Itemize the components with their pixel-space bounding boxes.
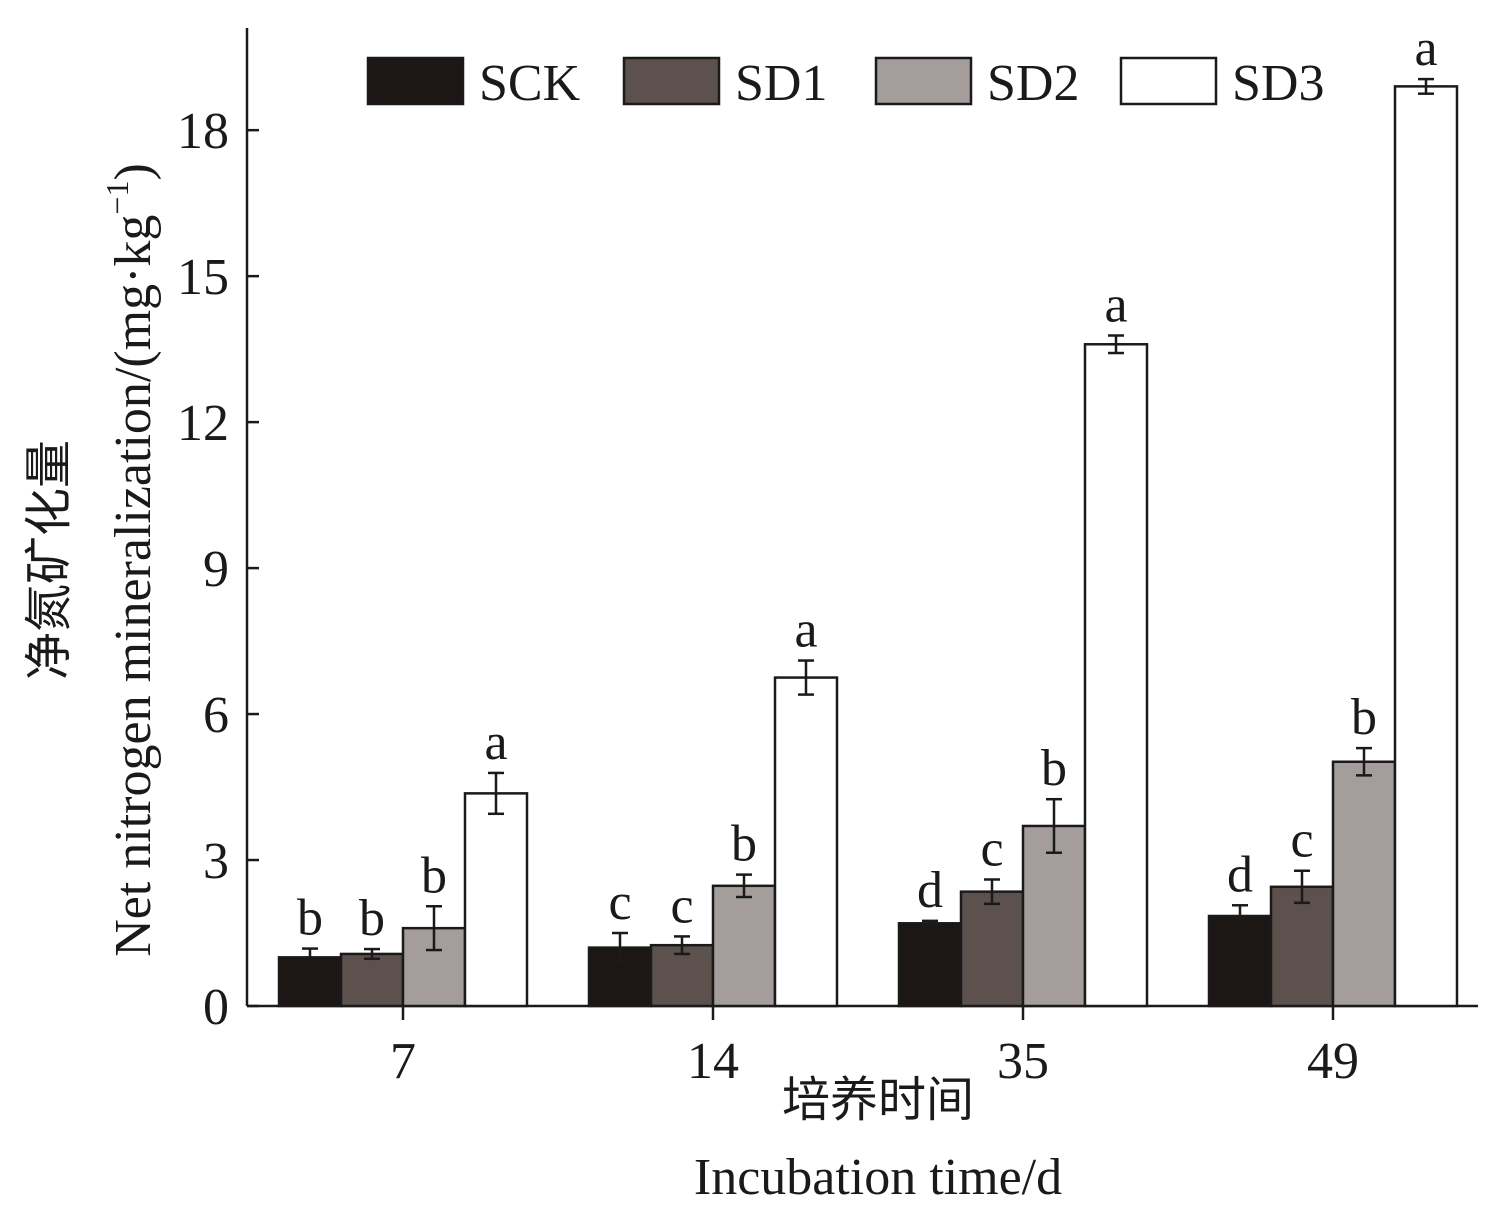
x-tick-label: 14 [687, 1033, 739, 1090]
significance-letter: d [1227, 846, 1253, 903]
y-tick-label: 15 [177, 249, 229, 306]
bar-sd1-day-7 [339, 952, 405, 1008]
bar-sd3-day-35 [1083, 343, 1149, 1008]
bar-sd2-day-35 [1021, 824, 1087, 1008]
y-axis-title-en-close: ) [105, 163, 162, 180]
y-tick-label: 6 [203, 687, 229, 744]
legend-swatch-sd1 [622, 56, 721, 106]
significance-letter: a [1104, 277, 1127, 334]
bar-sd1-day-49 [1269, 885, 1335, 1008]
bar-sd3-day-7 [463, 792, 529, 1008]
y-tick-label: 12 [177, 395, 229, 452]
significance-letter: b [1041, 740, 1067, 797]
bar-sck-day-35 [897, 922, 963, 1008]
legend-swatch-sd3 [1119, 56, 1218, 106]
x-ticks: 7 14 35 49 [390, 1006, 1359, 1090]
legend-label-sd3: SD3 [1232, 55, 1324, 112]
legend-swatch-sck [366, 56, 465, 106]
y-axis-title: Net nitrogen mineralization/(mg·kg−1) 净氮… [23, 163, 162, 957]
significance-letter: c [1290, 812, 1313, 869]
legend-label-sck: SCK [479, 55, 581, 112]
significance-letter: d [917, 862, 943, 919]
significance-letter: b [359, 890, 385, 947]
y-axis-title-en-main: Net nitrogen mineralization/(mg·kg [105, 215, 162, 957]
significance-letter: b [731, 816, 757, 873]
significance-letter: a [794, 602, 817, 659]
significance-letter: a [484, 714, 507, 771]
legend-swatch-sd2 [874, 56, 973, 106]
legend-label-sd1: SD1 [735, 55, 827, 112]
x-axis-title-cn: 培养时间 [782, 1074, 974, 1127]
significance-letter: b [297, 890, 323, 947]
x-axis-title-en: Incubation time/d [694, 1149, 1062, 1206]
significance-letter: c [670, 877, 693, 934]
x-tick-label: 49 [1307, 1033, 1359, 1090]
bar-sd1-day-35 [959, 890, 1025, 1008]
significance-letter: a [1414, 20, 1437, 77]
y-axis-title-cn: 净氮矿化量 [23, 440, 76, 680]
legend-label-sd2: SD2 [987, 55, 1079, 112]
significance-letter: b [421, 847, 447, 904]
y-ticks: 0 3 6 9 12 15 18 [177, 103, 259, 1036]
bar-sd2-day-49 [1331, 760, 1397, 1008]
x-tick-label: 35 [997, 1033, 1049, 1090]
x-tick-label: 7 [390, 1033, 416, 1090]
significance-letter: b [1351, 689, 1377, 746]
y-tick-label: 0 [203, 979, 229, 1036]
y-axis-title-en: Net nitrogen mineralization/(mg·kg−1) [99, 163, 162, 957]
y-tick-label: 9 [203, 541, 229, 598]
y-tick-label: 3 [203, 833, 229, 890]
significance-letter: c [980, 820, 1003, 877]
bar-sd3-day-49 [1393, 85, 1459, 1008]
significance-letter: c [608, 874, 631, 931]
legend: SCK SD1 SD2 SD3 [366, 55, 1324, 112]
bar-sck-day-49 [1207, 914, 1273, 1008]
bar-sd3-day-14 [773, 676, 839, 1008]
bar-sd2-day-14 [711, 884, 777, 1008]
y-tick-label: 18 [177, 103, 229, 160]
y-axis-title-en-sup: −1 [99, 181, 135, 215]
